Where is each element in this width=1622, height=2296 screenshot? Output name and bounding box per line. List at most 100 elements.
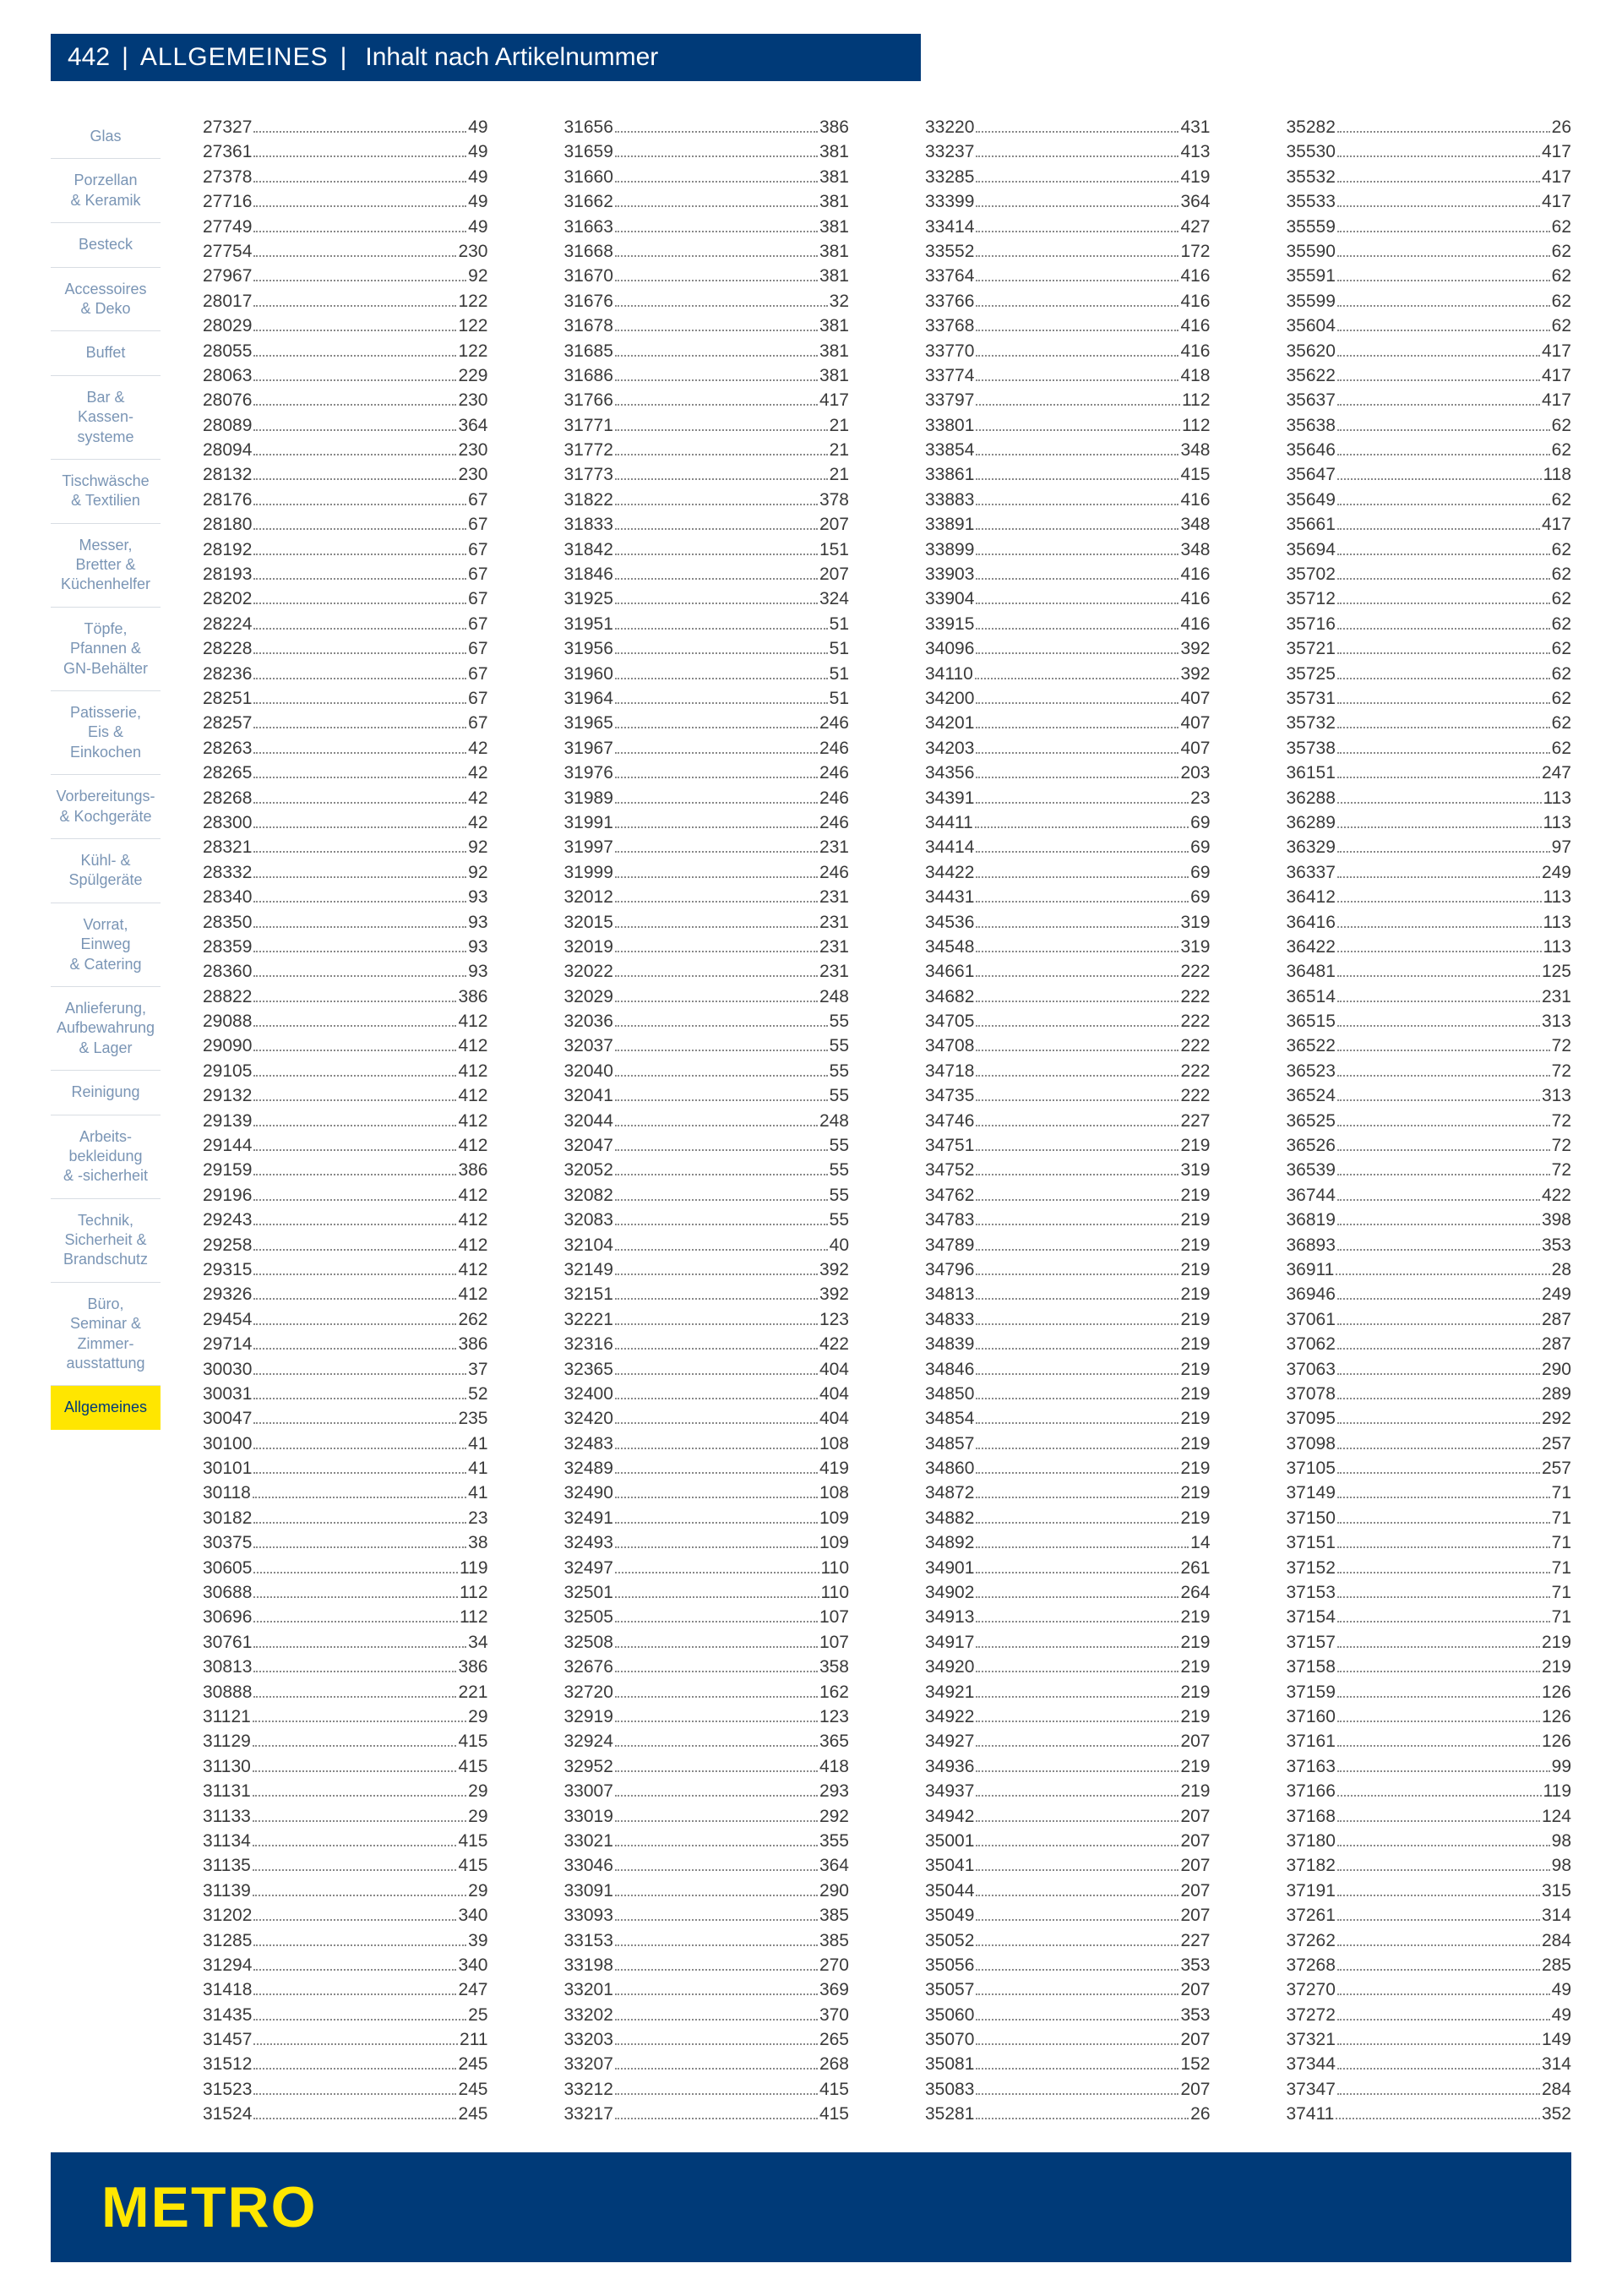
page-ref: 109 xyxy=(819,1506,849,1530)
index-entry: 2822467 xyxy=(203,612,488,636)
page-ref: 42 xyxy=(468,786,487,810)
index-entry: 34872219 xyxy=(925,1481,1211,1505)
article-number: 34913 xyxy=(925,1605,974,1629)
article-number: 36744 xyxy=(1287,1183,1336,1208)
index-entry: 34682222 xyxy=(925,984,1211,1009)
index-entry: 32316422 xyxy=(564,1332,850,1356)
page-ref: 222 xyxy=(1180,984,1210,1009)
article-number: 34927 xyxy=(925,1729,974,1753)
sidebar-category[interactable]: Patisserie,Eis &Einkochen xyxy=(51,691,161,775)
article-number: 29159 xyxy=(203,1158,252,1182)
article-number: 31457 xyxy=(203,2027,252,2052)
article-number: 29196 xyxy=(203,1183,252,1208)
sidebar-category[interactable]: Allgemeines xyxy=(51,1386,161,1429)
index-entry: 3177321 xyxy=(564,462,850,487)
index-entry: 31999246 xyxy=(564,860,850,885)
sidebar-category[interactable]: Glas xyxy=(51,115,161,159)
index-entry: 34813219 xyxy=(925,1282,1211,1306)
index-entry: 31766417 xyxy=(564,388,850,412)
article-number: 34203 xyxy=(925,736,974,761)
page-ref: 415 xyxy=(458,1754,487,1779)
page-ref: 404 xyxy=(819,1406,849,1431)
page-ref: 69 xyxy=(1190,885,1210,909)
sidebar-category[interactable]: Anlieferung,Aufbewahrung& Lager xyxy=(51,987,161,1071)
sidebar-category[interactable]: Reinigung xyxy=(51,1071,161,1115)
article-number: 27754 xyxy=(203,239,252,264)
page-ref: 415 xyxy=(458,1829,487,1853)
index-entry: 34110392 xyxy=(925,662,1211,686)
page-ref: 319 xyxy=(1180,910,1210,935)
index-entry: 2834093 xyxy=(203,885,488,909)
sidebar-category[interactable]: Vorbereitungs-& Kochgeräte xyxy=(51,775,161,839)
article-number: 37154 xyxy=(1287,1605,1336,1629)
article-number: 33915 xyxy=(925,612,974,636)
page-ref: 416 xyxy=(1180,586,1210,611)
article-number: 32483 xyxy=(564,1432,613,1456)
index-entry: 31660381 xyxy=(564,165,850,189)
page-ref: 404 xyxy=(819,1357,849,1382)
sidebar-category[interactable]: Vorrat,Einweg& Catering xyxy=(51,903,161,987)
article-number: 35081 xyxy=(925,2052,974,2076)
page-ref: 415 xyxy=(458,1729,487,1753)
article-number: 31134 xyxy=(203,1829,251,1853)
page-ref: 42 xyxy=(468,810,487,835)
sidebar-category[interactable]: Töpfe,Pfannen &GN-Behälter xyxy=(51,608,161,691)
page-ref: 71 xyxy=(1552,1605,1571,1629)
index-entry: 29159386 xyxy=(203,1158,488,1182)
index-entry: 31663381 xyxy=(564,215,850,239)
index-entry: 2825167 xyxy=(203,686,488,711)
index-entry: 30047235 xyxy=(203,1406,488,1431)
article-number: 33220 xyxy=(925,115,974,139)
page-ref: 219 xyxy=(1180,1282,1210,1306)
page-ref: 419 xyxy=(1180,165,1210,189)
article-number: 33899 xyxy=(925,537,974,562)
page-ref: 386 xyxy=(458,1332,487,1356)
sidebar-category[interactable]: Buffet xyxy=(51,331,161,375)
page-ref: 353 xyxy=(1180,2003,1210,2027)
index-entry: 29132412 xyxy=(203,1083,488,1108)
article-number: 31660 xyxy=(564,165,613,189)
page-ref: 62 xyxy=(1552,289,1571,314)
page-ref: 207 xyxy=(819,562,849,586)
page-ref: 34 xyxy=(468,1630,487,1655)
article-number: 33414 xyxy=(925,215,974,239)
page-ref: 257 xyxy=(1542,1456,1571,1481)
page-ref: 418 xyxy=(819,1754,849,1779)
index-entry: 3715071 xyxy=(1287,1506,1572,1530)
index-entry: 3559062 xyxy=(1287,239,1572,264)
article-number: 31668 xyxy=(564,239,613,264)
sidebar-category[interactable]: Büro,Seminar &Zimmer-ausstattung xyxy=(51,1283,161,1387)
sidebar-category[interactable]: Porzellan& Keramik xyxy=(51,159,161,223)
sidebar-category[interactable]: Besteck xyxy=(51,223,161,267)
article-number: 32676 xyxy=(564,1655,613,1679)
article-number: 35712 xyxy=(1287,586,1336,611)
index-entry: 3113929 xyxy=(203,1879,488,1903)
sidebar-category[interactable]: Arbeits-bekleidung& -sicherheit xyxy=(51,1115,161,1199)
index-entry: 2819267 xyxy=(203,537,488,562)
article-number: 35083 xyxy=(925,2077,974,2102)
sidebar-category[interactable]: Bar &Kassen-systeme xyxy=(51,376,161,460)
page-ref: 62 xyxy=(1552,686,1571,711)
page-ref: 98 xyxy=(1552,1829,1571,1853)
page-ref: 412 xyxy=(458,1282,487,1306)
sidebar-category[interactable]: Technik,Sicherheit &Brandschutz xyxy=(51,1199,161,1283)
sidebar-category[interactable]: Kühl- &Spülgeräte xyxy=(51,839,161,903)
article-number: 28265 xyxy=(203,761,252,785)
article-number: 35559 xyxy=(1287,215,1336,239)
page-ref: 412 xyxy=(458,1133,487,1158)
index-entry: 33201369 xyxy=(564,1977,850,2002)
page-ref: 62 xyxy=(1552,215,1571,239)
index-entry: 34857219 xyxy=(925,1432,1211,1456)
sidebar-category[interactable]: Tischwäsche& Textilien xyxy=(51,460,161,524)
page-ref: 248 xyxy=(819,984,849,1009)
article-number: 32420 xyxy=(564,1406,613,1431)
sidebar-category[interactable]: Messer,Bretter &Küchenhelfer xyxy=(51,524,161,608)
page-ref: 29 xyxy=(468,1804,487,1829)
article-number: 31524 xyxy=(203,2102,252,2126)
index-entry: 3210440 xyxy=(564,1233,850,1257)
page-ref: 52 xyxy=(468,1382,487,1406)
article-number: 31663 xyxy=(564,215,613,239)
page-ref: 71 xyxy=(1552,1556,1571,1580)
sidebar-category[interactable]: Accessoires& Deko xyxy=(51,268,161,332)
page-ref: 324 xyxy=(819,586,849,611)
